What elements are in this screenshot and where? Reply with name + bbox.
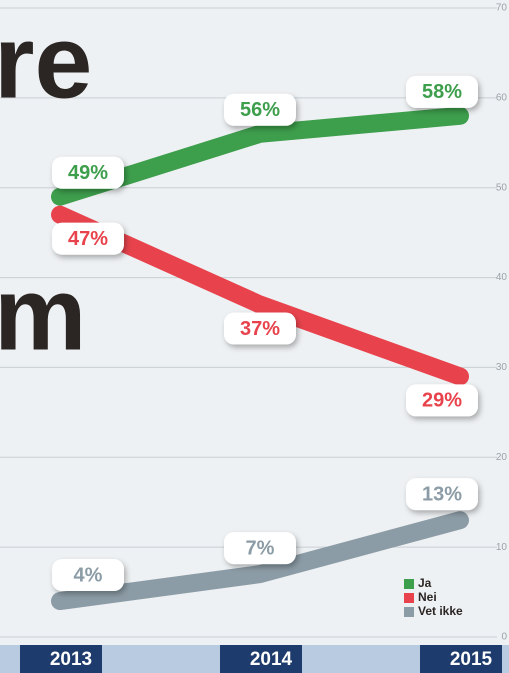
y-tick-label: 70	[496, 3, 508, 14]
y-tick-label: 20	[496, 452, 508, 463]
x-tick-label: 2013	[50, 649, 92, 670]
data-label-box	[406, 384, 478, 417]
x-tick-label: 2014	[250, 649, 293, 670]
data-label-box	[224, 532, 296, 565]
x-tick-label: 2015	[450, 649, 493, 670]
data-label-box	[52, 156, 124, 189]
y-tick-label: 40	[496, 272, 508, 283]
data-label-box	[224, 93, 296, 126]
data-label: 7%	[246, 537, 275, 559]
data-label: 4%	[74, 564, 103, 586]
legend-label: Ja	[418, 576, 432, 590]
y-tick-label: 60	[496, 92, 508, 103]
data-label: 49%	[68, 162, 108, 184]
data-label: 56%	[240, 99, 280, 121]
y-tick-label: 0	[501, 632, 507, 643]
data-label: 13%	[422, 483, 462, 505]
x-label-box	[220, 645, 302, 673]
legend-swatch	[404, 579, 414, 589]
headline-fragment: re	[0, 4, 92, 120]
x-label-box	[20, 645, 102, 673]
y-tick-label: 30	[496, 362, 508, 373]
series-line	[51, 511, 469, 611]
data-label-box	[52, 559, 124, 592]
series-line	[51, 106, 469, 206]
x-label-box	[420, 645, 502, 673]
data-label: 37%	[240, 318, 280, 340]
legend-label: Nei	[418, 590, 437, 604]
data-label-box	[52, 222, 124, 255]
data-label: 29%	[422, 390, 462, 412]
legend-label: Vet ikke	[418, 604, 463, 618]
headline-fragment: m	[0, 256, 86, 372]
legend-swatch	[404, 607, 414, 617]
data-label-box	[224, 312, 296, 345]
data-label-box	[406, 478, 478, 511]
data-label: 47%	[68, 228, 108, 250]
y-tick-label: 50	[496, 182, 508, 193]
data-label-box	[406, 75, 478, 108]
legend-swatch	[404, 593, 414, 603]
y-tick-label: 10	[496, 542, 508, 553]
data-label: 58%	[422, 81, 462, 103]
series-line	[51, 205, 469, 386]
